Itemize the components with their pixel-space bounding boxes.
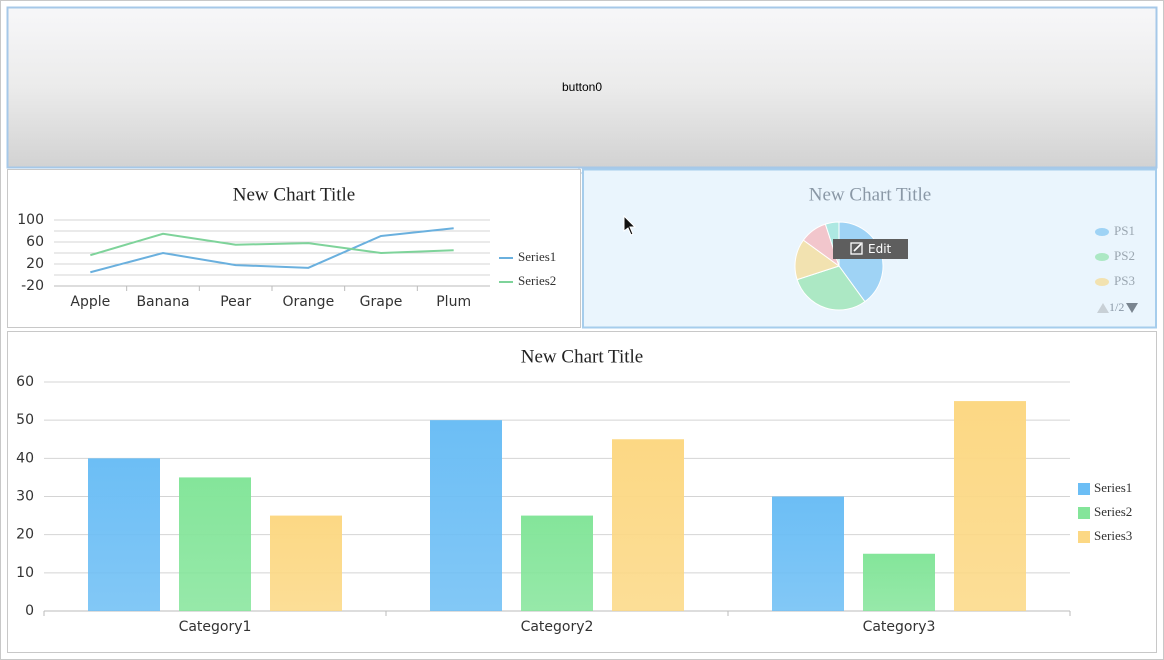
y-tick-label: 30 — [16, 489, 34, 505]
x-tick-label: Apple — [70, 294, 110, 310]
legend-swatch — [1078, 483, 1090, 495]
y-tick-label: 0 — [25, 603, 34, 619]
chart-title: New Chart Title — [809, 184, 931, 205]
edit-label[interactable]: Edit — [868, 242, 892, 256]
bar — [612, 439, 684, 611]
line-panel — [7, 169, 581, 328]
bar — [954, 401, 1026, 611]
y-tick-label: -20 — [21, 278, 44, 294]
pager-down — [1126, 303, 1138, 313]
line-series — [90, 227, 454, 274]
x-tick-label: Category3 — [863, 619, 936, 635]
legend-label: PS3 — [1114, 273, 1135, 288]
line-series — [90, 232, 454, 257]
x-tick-label: Category2 — [521, 619, 594, 635]
button[interactable]: button0 — [6, 6, 1158, 169]
legend-swatch — [1095, 228, 1109, 236]
legend-label: Series2 — [1094, 504, 1132, 519]
legend-label: PS2 — [1114, 248, 1135, 263]
bar — [430, 420, 502, 611]
y-tick-label: 10 — [16, 565, 34, 581]
y-tick-label: 40 — [16, 450, 34, 466]
chart-title: New Chart Title — [521, 346, 643, 367]
bar — [88, 458, 160, 611]
legend-swatch — [1095, 278, 1109, 286]
bar — [772, 496, 844, 611]
legend-label: Series3 — [1094, 528, 1132, 543]
y-tick-label: 60 — [16, 374, 34, 390]
cursor — [623, 214, 637, 236]
legend-swatch — [1078, 507, 1090, 519]
y-tick-label: 50 — [16, 412, 34, 428]
button-label[interactable]: button0 — [562, 80, 602, 94]
chart-title: New Chart Title — [233, 184, 355, 205]
bar — [179, 477, 251, 611]
edit-pen — [853, 243, 862, 252]
x-tick-label: Plum — [436, 294, 471, 310]
legend-pager: 1/2 — [1109, 300, 1124, 314]
legend-label: PS1 — [1114, 223, 1135, 238]
button-face[interactable] — [6, 6, 1158, 169]
y-tick-label: 60 — [26, 234, 44, 250]
legend-label: Series1 — [518, 249, 556, 264]
edit-icon — [850, 242, 863, 255]
y-tick-label: 100 — [17, 212, 44, 228]
pager-up — [1097, 303, 1109, 313]
bar — [521, 515, 593, 611]
x-tick-label: Orange — [282, 294, 334, 310]
x-tick-label: Pear — [220, 294, 251, 310]
x-tick-label: Category1 — [179, 619, 252, 635]
y-tick-label: 20 — [26, 256, 44, 272]
edit-tooltip[interactable]: Edit — [833, 239, 908, 259]
bar — [863, 553, 935, 611]
legend-label: Series1 — [1094, 480, 1132, 495]
bar — [270, 515, 342, 611]
x-tick-label: Grape — [360, 294, 403, 310]
legend-label: Series2 — [518, 273, 556, 288]
y-tick-label: 20 — [16, 527, 34, 543]
legend-swatch — [1078, 531, 1090, 543]
x-tick-label: Banana — [136, 294, 189, 310]
pie-slice — [796, 265, 866, 311]
legend-swatch — [1095, 253, 1109, 261]
